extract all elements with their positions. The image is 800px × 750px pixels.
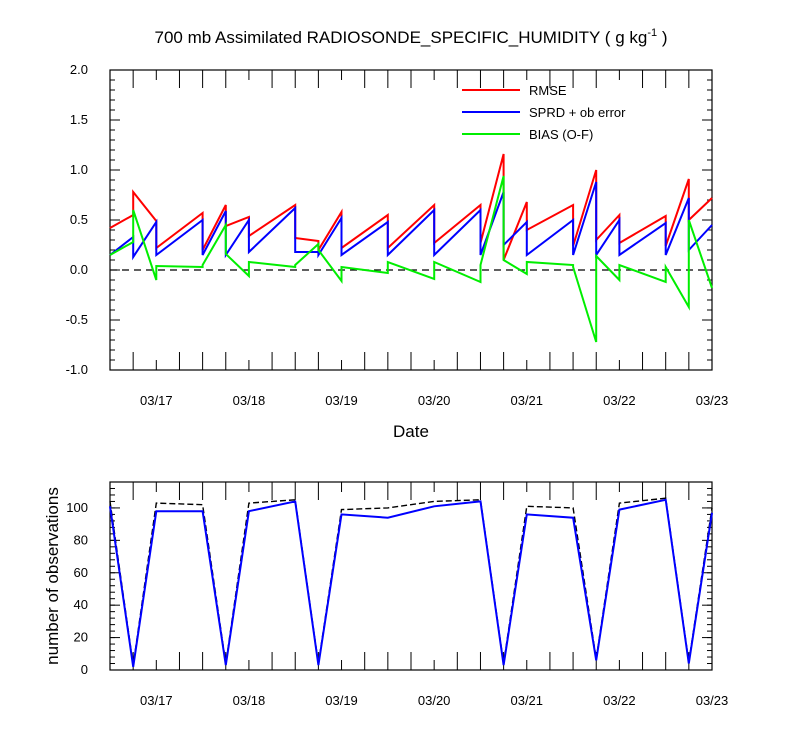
bottom-x-tick-label: 03/20 bbox=[418, 693, 451, 708]
top-y-tick-label: -1.0 bbox=[66, 362, 88, 377]
bottom-y-tick-label: 40 bbox=[74, 597, 88, 612]
top-y-tick-label: 1.0 bbox=[70, 162, 88, 177]
bottom-series-possible bbox=[109, 497, 713, 666]
bottom-x-tick-label: 03/18 bbox=[233, 693, 266, 708]
chart-title-end: ) bbox=[657, 28, 667, 47]
bottom-x-tick-label: 03/19 bbox=[325, 693, 358, 708]
x-axis-title: Date bbox=[393, 422, 429, 441]
top-x-tick-label: 03/17 bbox=[140, 393, 173, 408]
top-x-tick-label: 03/20 bbox=[418, 393, 451, 408]
bottom-series-group bbox=[109, 497, 713, 667]
legend: RMSE SPRD + ob error BIAS (O-F) bbox=[462, 83, 626, 142]
bottom-x-tick-label: 03/21 bbox=[510, 693, 543, 708]
top-y-tick-label: 2.0 bbox=[70, 62, 88, 77]
legend-bias-label: BIAS (O-F) bbox=[529, 127, 593, 142]
bottom-y-tick-label: 60 bbox=[74, 565, 88, 580]
top-x-tick-label: 03/19 bbox=[325, 393, 358, 408]
top-series-group bbox=[109, 153, 713, 343]
top-tick-group: 03/17 03/18 03/19 03/20 03/21 03/22 03/23 2.0 1.… bbox=[66, 62, 729, 408]
y-axis-title-observations: number of observations bbox=[43, 487, 62, 665]
bottom-x-tick-label: 03/22 bbox=[603, 693, 636, 708]
top-x-tick-label: 03/22 bbox=[603, 393, 636, 408]
legend-rmse-label: RMSE bbox=[529, 83, 567, 98]
top-series-bias-o-f- bbox=[109, 175, 713, 343]
bottom-y-tick-label: 20 bbox=[74, 630, 88, 645]
top-x-tick-label: 03/21 bbox=[510, 393, 543, 408]
bottom-series-assimilated bbox=[109, 498, 713, 667]
bottom-y-tick-label: 80 bbox=[74, 532, 88, 547]
top-y-tick-label: 0.0 bbox=[70, 262, 88, 277]
chart-title: 700 mb Assimilated RADIOSONDE_SPECIFIC_H… bbox=[155, 27, 668, 47]
top-series-sprd-ob-error bbox=[109, 181, 713, 261]
bottom-x-tick-label: 03/23 bbox=[696, 693, 729, 708]
bottom-y-tick-label: 0 bbox=[81, 662, 88, 677]
top-y-tick-label: -0.5 bbox=[66, 312, 88, 327]
top-x-tick-label: 03/23 bbox=[696, 393, 729, 408]
chart-title-text: 700 mb Assimilated RADIOSONDE_SPECIFIC_H… bbox=[155, 28, 648, 47]
chart-title-unit-exp: -1 bbox=[647, 27, 657, 39]
bottom-y-tick-label: 100 bbox=[66, 500, 88, 515]
top-y-tick-label: 1.5 bbox=[70, 112, 88, 127]
legend-sprd-label: SPRD + ob error bbox=[529, 105, 626, 120]
top-x-tick-label: 03/18 bbox=[233, 393, 266, 408]
top-series-rmse bbox=[109, 153, 713, 261]
bottom-x-tick-label: 03/17 bbox=[140, 693, 173, 708]
bottom-tick-group: 03/17 03/18 03/19 03/20 03/21 03/22 03/23 0 20 40… bbox=[66, 481, 729, 708]
top-y-tick-label: 0.5 bbox=[70, 212, 88, 227]
